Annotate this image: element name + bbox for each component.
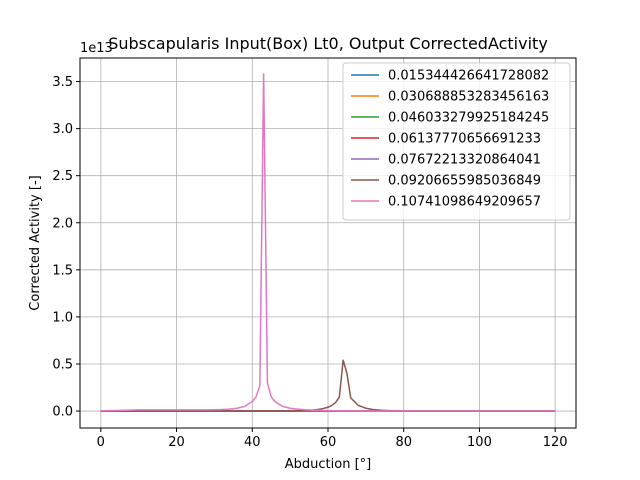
legend-box bbox=[342, 62, 571, 221]
y-axis-label: Corrected Activity [-] bbox=[28, 175, 43, 310]
x-tick-label: 60 bbox=[320, 435, 337, 450]
x-tick-label: 40 bbox=[244, 435, 261, 450]
x-axis-label: Abduction [°] bbox=[285, 457, 371, 472]
y-tick-label: 1.0 bbox=[52, 310, 73, 325]
legend-label: 0.10741098649209657 bbox=[388, 195, 541, 210]
legend-label: 0.09206655985036849 bbox=[388, 174, 541, 189]
y-tick-label: 0.0 bbox=[52, 405, 73, 420]
legend-label: 0.015344426641728082 bbox=[388, 69, 549, 84]
x-tick-label: 100 bbox=[467, 435, 492, 450]
x-tick-label: 0 bbox=[97, 435, 105, 450]
legend-label: 0.07672213320864041 bbox=[388, 153, 541, 168]
y-tick-label: 3.0 bbox=[52, 122, 73, 137]
x-tick-label: 120 bbox=[543, 435, 568, 450]
y-offset-label: 1e13 bbox=[80, 41, 113, 56]
legend-label: 0.06137770656691233 bbox=[388, 132, 541, 147]
legend-label: 0.030688853283456163 bbox=[388, 90, 549, 105]
legend: 0.015344426641728082 0.030688853283456163… bbox=[342, 62, 571, 221]
y-tick-label: 3.5 bbox=[52, 75, 73, 90]
chart-title: Subscapularis Input(Box) Lt0, Output Cor… bbox=[108, 34, 548, 53]
y-tick-label: 0.5 bbox=[52, 357, 73, 372]
legend-label: 0.046033279925184245 bbox=[388, 111, 549, 126]
y-tick-label: 2.0 bbox=[52, 216, 73, 231]
x-tick-label: 80 bbox=[395, 435, 412, 450]
series-layer bbox=[100, 73, 556, 412]
y-axis-ticks: 0.0 0.5 1.0 1.5 2.0 2.5 3.0 3.5 bbox=[52, 75, 80, 420]
series-line bbox=[100, 73, 556, 412]
x-axis-ticks: 0 20 40 60 80 100 120 bbox=[97, 428, 568, 450]
y-tick-label: 1.5 bbox=[52, 263, 73, 278]
y-tick-label: 2.5 bbox=[52, 169, 73, 184]
x-tick-label: 20 bbox=[168, 435, 185, 450]
